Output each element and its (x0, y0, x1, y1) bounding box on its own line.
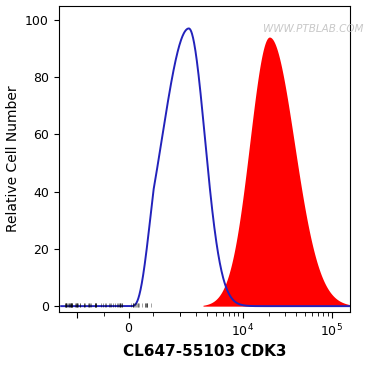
Y-axis label: Relative Cell Number: Relative Cell Number (6, 85, 20, 232)
X-axis label: CL647-55103 CDK3: CL647-55103 CDK3 (122, 345, 286, 360)
Text: WWW.PTBLAB.COM: WWW.PTBLAB.COM (263, 24, 363, 34)
